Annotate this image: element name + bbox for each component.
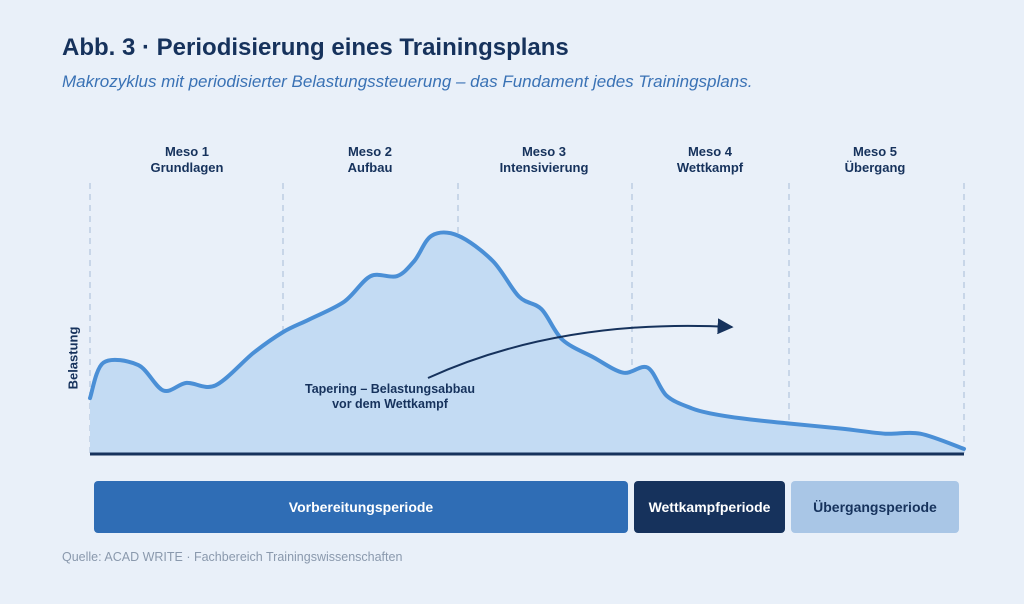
figure-subtitle: Makrozyklus mit periodisierter Belastung… [62,72,753,91]
meso-phase: Übergang [844,160,906,175]
annotation-line-1: Tapering – Belastungsabbau [305,382,475,396]
annotation-line-2: vor dem Wettkampf [332,397,448,411]
meso-name: Meso 3 [521,144,567,159]
meso-phase: Wettkampf [676,160,744,175]
period-label: Übergangsperiode [813,499,937,515]
period-preparation: Vorbereitungsperiode [94,481,628,533]
period-transition: Übergangsperiode [791,481,959,533]
meso-label-1: Meso 1 Grundlagen [107,144,267,176]
meso-label-2: Meso 2 Aufbau [290,144,450,176]
meso-phase: Grundlagen [150,160,224,175]
load-curve [88,230,966,451]
meso-label-5: Meso 5 Übergang [795,144,955,176]
meso-label-3: Meso 3 Intensivierung [464,144,624,176]
tapering-annotation: Tapering – Belastungsabbau vor dem Wettk… [290,382,490,412]
figure-title: Abb. 3 · Periodisierung eines Trainingsp… [62,34,569,61]
meso-name: Meso 1 [164,144,210,159]
meso-phase: Aufbau [347,160,393,175]
y-axis-label: Belastung [65,326,81,390]
meso-name: Meso 5 [852,144,898,159]
tapering-arrow [427,318,734,379]
period-competition: Wettkampfperiode [634,481,785,533]
meso-phase: Intensivierung [499,160,589,175]
period-label: Vorbereitungsperiode [288,499,434,515]
meso-name: Meso 2 [347,144,393,159]
period-label: Wettkampfperiode [648,499,771,515]
source-note: Quelle: ACAD WRITE · Fachbereich Trainin… [62,550,403,564]
meso-name: Meso 4 [687,144,733,159]
meso-label-4: Meso 4 Wettkampf [630,144,790,176]
